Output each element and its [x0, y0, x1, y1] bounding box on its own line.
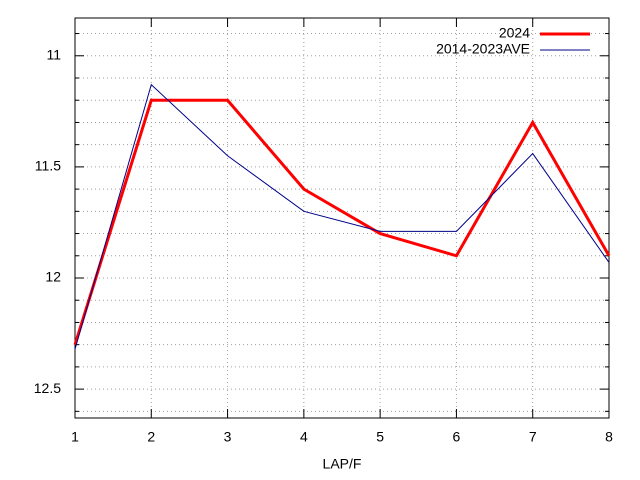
x-axis-label: LAP/F — [323, 456, 362, 472]
x-tick-label: 7 — [529, 429, 537, 445]
x-tick-label: 3 — [224, 429, 232, 445]
legend-label: 2024 — [499, 25, 530, 41]
legend-label: 2014-2023AVE — [436, 41, 530, 57]
x-tick-label: 8 — [605, 429, 613, 445]
x-tick-label: 2 — [147, 429, 155, 445]
x-tick-label: 4 — [300, 429, 308, 445]
series-line — [74, 83, 610, 350]
y-tick-label: 11.5 — [35, 158, 61, 174]
y-tick-label: 11 — [46, 46, 61, 62]
series-line — [73, 98, 611, 346]
y-tick-label: 12 — [45, 269, 61, 285]
x-tick-label: 6 — [453, 429, 461, 445]
plot-frame — [74, 17, 610, 419]
x-tick-label: 5 — [376, 429, 384, 445]
y-tick-label: 12.5 — [34, 380, 61, 396]
x-tick-label: 1 — [71, 429, 79, 445]
